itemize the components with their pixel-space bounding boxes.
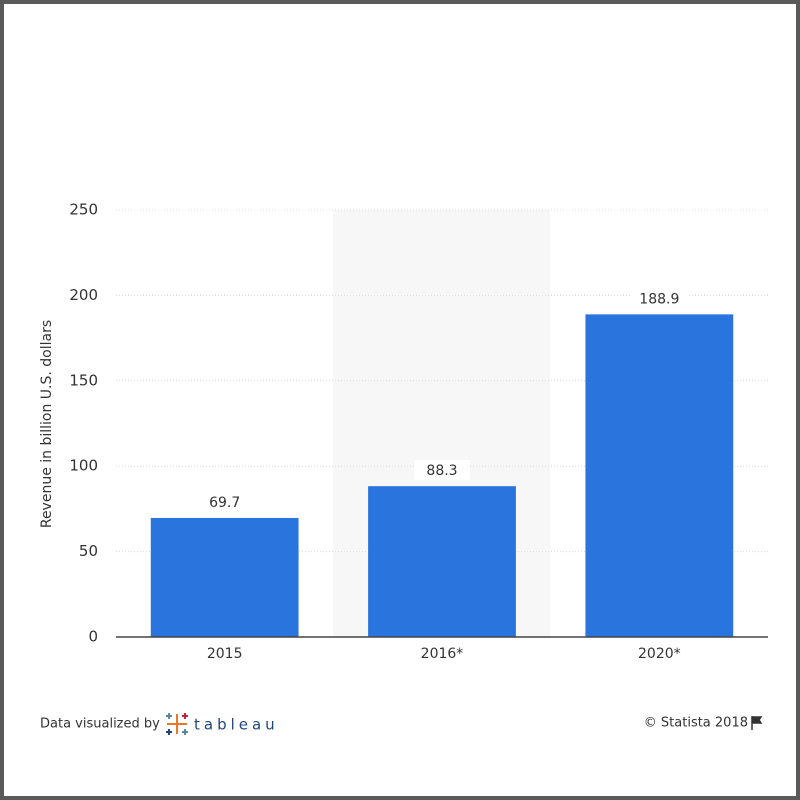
value-label-bg [631, 288, 688, 309]
credit: Data visualized by [40, 717, 160, 732]
y-tick-label: 150 [69, 371, 98, 389]
y-tick-label: 250 [69, 201, 98, 219]
source: © Statista 2018 [644, 716, 748, 731]
bar [368, 486, 516, 637]
tableau-icon [166, 713, 188, 735]
value-label: 188.9 [639, 291, 679, 307]
y-tick-label: 200 [69, 286, 98, 304]
value-label: 88.3 [426, 463, 457, 479]
x-tick-label: 2015 [207, 646, 243, 662]
y-tick-label: 50 [79, 542, 98, 560]
y-axis-label: Revenue in billion U.S. dollars [39, 320, 55, 528]
flag-icon [751, 716, 763, 730]
x-tick-label: 2020* [638, 646, 681, 662]
y-tick-label: 0 [88, 628, 98, 646]
y-tick-label: 100 [69, 457, 98, 475]
value-label-bg [196, 491, 253, 512]
value-label-bg [414, 460, 470, 481]
bar [585, 314, 734, 637]
bar [150, 517, 299, 637]
value-label: 69.7 [209, 495, 240, 511]
logo: tableau [194, 716, 279, 734]
x-tick-label: 2016* [421, 646, 464, 662]
